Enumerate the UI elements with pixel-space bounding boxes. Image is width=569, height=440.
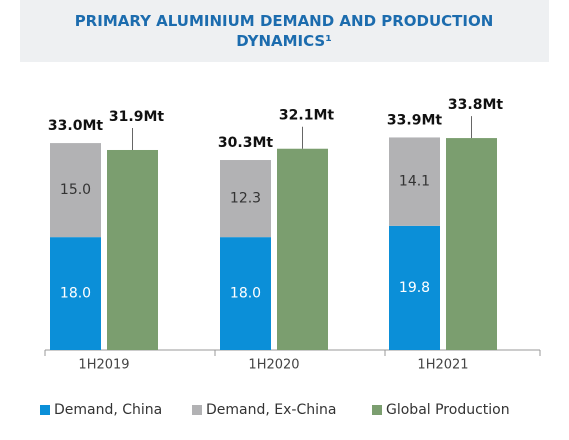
segment-label: 15.0 (60, 182, 91, 198)
bar-segment (389, 225, 440, 350)
legend-label: Demand, China (54, 402, 162, 418)
bar-segment (50, 237, 101, 350)
legend-label: Demand, Ex-China (206, 402, 336, 418)
segment-label: 19.8 (399, 280, 430, 296)
production-label: 33.8Mt (448, 97, 503, 113)
production-label: 32.1Mt (279, 108, 334, 124)
legend-label: Global Production (386, 402, 510, 418)
total-label: 30.3Mt (218, 135, 273, 151)
bar-segment (50, 143, 101, 238)
segment-label: 14.1 (399, 174, 430, 190)
bar-segment (220, 237, 271, 350)
bar (446, 138, 497, 350)
segment-label: 18.0 (60, 286, 91, 302)
production-label: 31.9Mt (109, 109, 164, 125)
x-tick-label: 1H2019 (78, 358, 129, 373)
title-box (20, 0, 549, 62)
bar-segment (220, 160, 271, 238)
legend-swatch (372, 405, 382, 415)
x-tick-label: 1H2021 (417, 358, 468, 373)
legend-swatch (192, 405, 202, 415)
x-tick-label: 1H2020 (248, 358, 299, 373)
segment-label: 12.3 (230, 191, 261, 207)
bar-segment (389, 137, 440, 226)
bar (277, 148, 328, 350)
segment-label: 18.0 (230, 286, 261, 302)
total-label: 33.9Mt (387, 112, 442, 128)
legend-swatch (40, 405, 50, 415)
bar (107, 149, 158, 350)
total-label: 33.0Mt (48, 118, 103, 134)
chart-title: PRIMARY ALUMINIUM DEMAND AND PRODUCTION D… (75, 12, 494, 50)
